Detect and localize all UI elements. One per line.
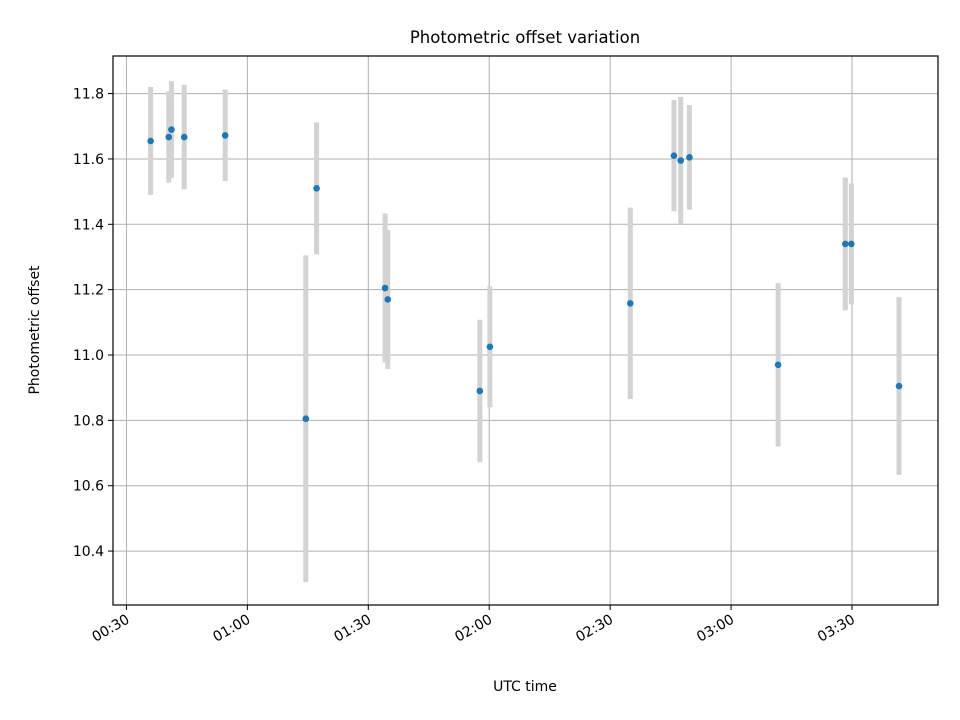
data-point	[381, 284, 389, 292]
y-tick-label: 10.4	[73, 544, 104, 560]
data-point	[221, 132, 229, 139]
x-axis-label: UTC time	[493, 679, 557, 695]
data-point	[895, 382, 903, 390]
data-point	[486, 343, 494, 351]
y-tick-label: 11.4	[73, 217, 104, 233]
y-axis-ticks: 10.4 10.6 10.8 11.0 11.2 11.4 11.6 11.8	[73, 87, 113, 560]
data-point	[147, 137, 154, 145]
data-point	[384, 296, 392, 303]
data-point	[677, 157, 684, 164]
data-point	[627, 300, 634, 307]
grid-lines	[113, 56, 938, 605]
data-point	[774, 361, 782, 369]
data-point	[165, 133, 173, 141]
data-point	[302, 415, 310, 423]
y-tick-label: 11.8	[73, 87, 104, 103]
y-tick-label: 11.0	[73, 348, 104, 364]
y-tick-label: 11.6	[73, 152, 104, 168]
data-point	[670, 152, 678, 159]
chart-title: Photometric offset variation	[410, 28, 640, 47]
data-point	[180, 133, 188, 141]
data-point	[841, 240, 849, 248]
data-point	[686, 154, 693, 161]
data-point	[168, 126, 175, 133]
data-point	[848, 240, 855, 248]
data-point	[476, 387, 484, 395]
y-tick-label: 11.2	[73, 283, 104, 299]
y-axis-label: Photometric offset	[27, 265, 43, 395]
data-points	[147, 126, 903, 423]
y-tick-label: 10.6	[73, 479, 104, 495]
y-tick-label: 10.8	[73, 413, 104, 429]
data-point	[313, 185, 320, 192]
plot-frame	[112, 55, 939, 606]
